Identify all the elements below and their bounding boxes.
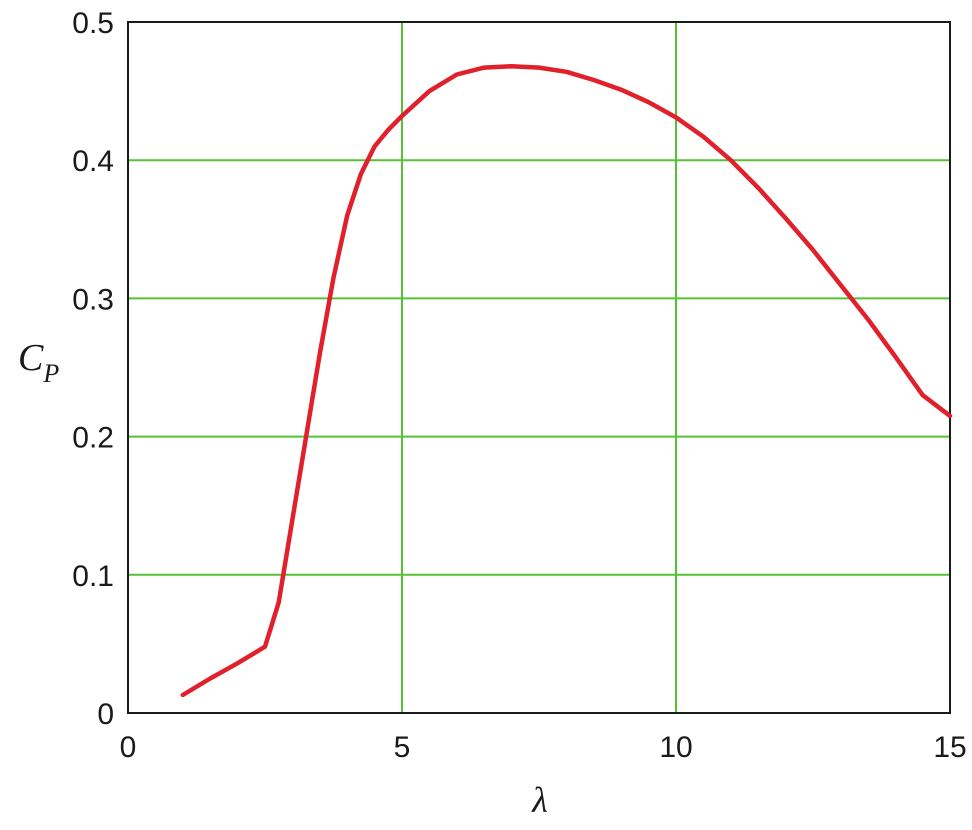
series-group xyxy=(180,63,953,698)
y-tick-label: 0.3 xyxy=(72,283,114,316)
y-tick-label: 0.1 xyxy=(72,560,114,593)
y-tick-label: 0 xyxy=(97,698,114,731)
y-axis-label: CP xyxy=(18,337,59,388)
y-axis-label-subscript: P xyxy=(42,359,59,388)
series-line-0 xyxy=(180,63,953,698)
plot-frame xyxy=(127,21,951,714)
y-tick-labels: 0 0.1 0.2 0.3 0.4 0.5 xyxy=(72,7,114,731)
y-tick-label: 0.5 xyxy=(72,7,114,40)
x-tick-labels: 0 5 10 15 xyxy=(120,731,967,764)
y-axis-label-main: C xyxy=(18,337,44,379)
x-tick-label: 10 xyxy=(659,731,692,764)
x-tick-label: 0 xyxy=(120,731,137,764)
y-tick-label: 0.2 xyxy=(72,422,114,455)
grid xyxy=(128,22,950,713)
x-tick-label: 5 xyxy=(394,731,411,764)
x-axis-label: λ xyxy=(531,780,548,820)
y-tick-label: 0.4 xyxy=(72,145,114,178)
x-tick-label: 15 xyxy=(933,731,966,764)
